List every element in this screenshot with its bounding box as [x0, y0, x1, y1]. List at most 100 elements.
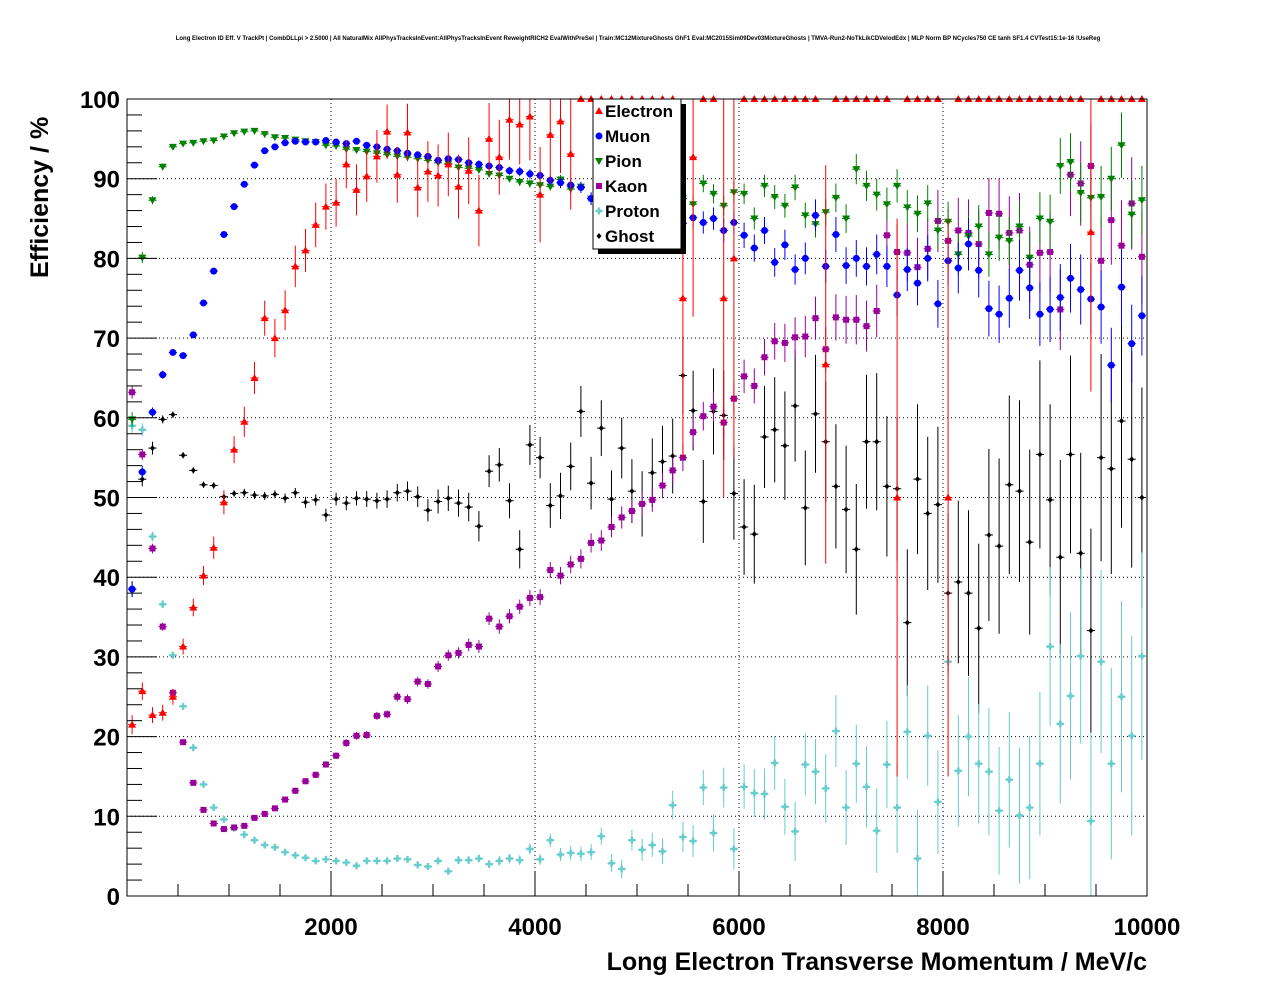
muon-point [863, 262, 870, 270]
pion-point [179, 140, 188, 148]
muon-point [363, 141, 371, 149]
muon-point [903, 266, 911, 274]
y-tick-label: 100 [80, 87, 120, 114]
kaon-point [537, 594, 544, 601]
proton-point [261, 841, 269, 849]
ghost-point [425, 507, 431, 514]
kaon-point [210, 820, 217, 827]
electron-point [729, 254, 738, 262]
proton-point [1107, 760, 1115, 768]
pion-point [270, 134, 279, 142]
pion-point [1076, 190, 1085, 198]
electron-point [362, 172, 371, 180]
muon-point [240, 180, 248, 188]
ghost-point [374, 497, 380, 504]
ghost-point [802, 504, 808, 511]
ghost-point [150, 445, 155, 452]
y-tick-label: 70 [93, 326, 120, 353]
pion-point [352, 147, 361, 155]
pion-point [913, 210, 922, 218]
pion-point [791, 184, 800, 192]
pion-point [872, 191, 881, 199]
kaon-point [190, 779, 197, 786]
ghost-point [588, 480, 594, 487]
legend-label-muon: Muon [605, 127, 650, 146]
kaon-point [333, 752, 340, 759]
ghost-point [1047, 496, 1053, 503]
proton-point [567, 849, 575, 857]
kaon-point [526, 594, 533, 601]
proton-point [1128, 732, 1136, 740]
ghost-point [731, 490, 737, 497]
kaon-point [883, 232, 890, 239]
muon-point [322, 136, 330, 144]
electron-point [464, 166, 473, 174]
kaon-point [741, 373, 748, 380]
ghost-point [435, 498, 441, 505]
electron-point [505, 115, 514, 123]
proton-point [903, 728, 911, 736]
kaon-point [1118, 242, 1125, 249]
ghost-point [935, 501, 941, 508]
kaon-point [445, 652, 452, 659]
proton-point [424, 863, 432, 871]
pion-point [1056, 162, 1065, 170]
legend-label-ghost: Ghost [605, 227, 654, 246]
pion-point [770, 194, 779, 202]
proton-point [914, 855, 921, 863]
ghost-point [853, 546, 859, 553]
kaon-point [761, 354, 768, 361]
pion-point [882, 201, 891, 209]
proton-point [495, 857, 503, 865]
ghost-point [619, 445, 625, 452]
proton-point [924, 732, 932, 740]
muon-point [1056, 293, 1064, 301]
kaon-point [180, 739, 187, 746]
electron-point [689, 153, 698, 161]
pion-point [199, 138, 208, 146]
proton-point [730, 845, 738, 853]
kaon-point [373, 712, 380, 719]
proton-point [220, 815, 228, 823]
ghost-point [884, 483, 890, 490]
proton-point [761, 790, 768, 798]
ghost-point [527, 441, 533, 448]
ghost-point [629, 488, 635, 495]
electron-point [383, 127, 392, 135]
proton-point [465, 856, 473, 864]
pion-point [842, 215, 851, 223]
muon-point [873, 250, 881, 258]
muon-point [414, 151, 422, 159]
proton-point [179, 702, 187, 710]
kaon-point [435, 663, 442, 670]
muon-point [699, 219, 707, 227]
tick-labels: 2000 4000 6000 8000 10000 0 10 20 30 40 50 60 70 80 90… [80, 87, 1180, 941]
proton-point [781, 803, 789, 811]
muon-point [557, 179, 564, 187]
kaon-point [567, 561, 574, 568]
kaon-point [832, 314, 839, 321]
ghost-point [955, 578, 961, 585]
ghost-point [364, 496, 370, 503]
proton-point [322, 855, 330, 863]
proton-point [1077, 652, 1085, 660]
y-axis-title: Efficiency / % [26, 117, 54, 278]
electron-point [230, 445, 239, 453]
electron-point [138, 687, 147, 695]
ghost-point [925, 510, 931, 517]
electron-point [444, 160, 453, 168]
kaon-point [812, 315, 819, 322]
proton-point [1036, 760, 1044, 768]
proton-point [475, 855, 483, 863]
proton-point [485, 860, 493, 868]
pion-point [158, 163, 167, 171]
ghost-point [517, 546, 523, 553]
ghost-point [323, 512, 329, 519]
electron-point [321, 202, 330, 210]
pion-point [1127, 211, 1136, 219]
kaon-point [1098, 257, 1105, 264]
muon-point [169, 348, 177, 356]
electron-point [413, 183, 422, 191]
pion-point [546, 183, 555, 191]
y-tick-label: 0 [107, 884, 120, 911]
